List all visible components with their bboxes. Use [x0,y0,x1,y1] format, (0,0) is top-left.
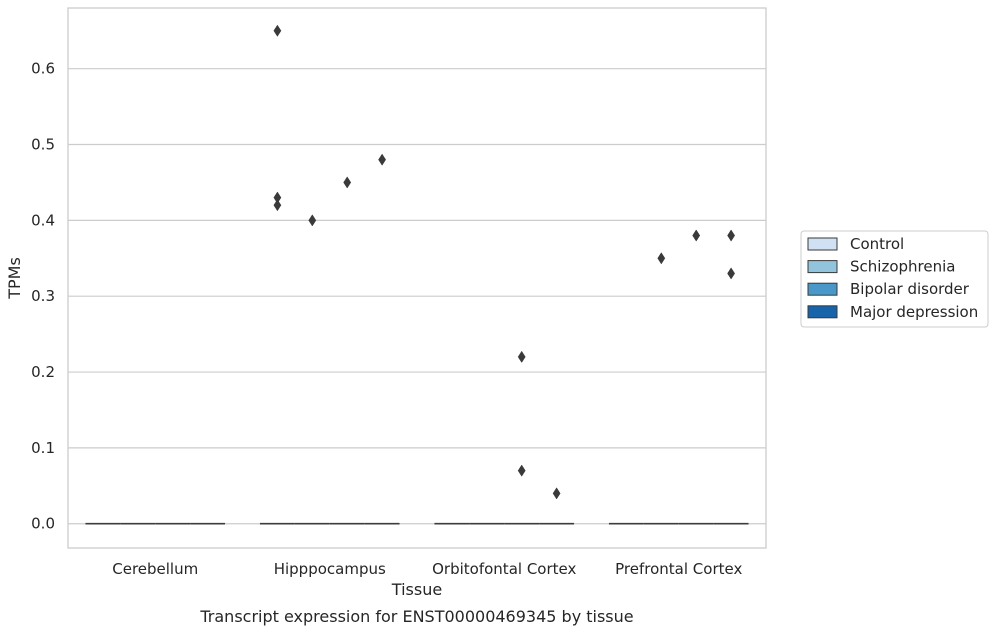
outlier-point [378,153,386,166]
x-axis-label: Tissue [391,580,442,599]
outlier-point [692,229,701,242]
outlier-point [727,267,735,280]
y-tick-label: 0.6 [31,60,55,78]
plot-frame [67,7,767,549]
legend-label: Control [850,235,904,253]
legend-swatch [807,237,838,251]
x-tick-labels: Cerebellum Hipppocampus Orbitofontal Corte… [112,560,742,578]
outlier-point [517,464,526,477]
outlier-points [273,24,735,500]
legend: Control Schizophrenia Bipolar disorder Majo… [800,230,989,328]
legend-label: Schizophrenia [850,258,955,276]
y-tick-label: 0.2 [31,363,55,381]
y-tick-label: 0.1 [31,439,55,457]
gridlines [68,68,766,525]
y-tick-labels: 0.0 0.1 0.2 0.3 0.4 0.5 0.6 [31,60,55,533]
x-tick-label: Hipppocampus [274,560,386,578]
outlier-point [657,252,666,265]
outlier-point [727,229,735,242]
y-tick-label: 0.4 [31,211,55,229]
x-tick-label: Cerebellum [112,560,198,578]
chart-caption: Transcript expression for ENST0000046934… [199,607,633,626]
legend-label: Bipolar disorder [850,280,970,298]
plot-background [68,8,766,548]
x-tick-label: Prefrontal Cortex [615,560,742,578]
legend-swatch [807,305,838,319]
x-tick-label: Orbitofontal Cortex [432,560,576,578]
legend-swatch [807,282,838,296]
y-tick-label: 0.0 [31,515,55,533]
outlier-point [517,350,526,363]
y-tick-label: 0.5 [31,136,55,154]
legend-frame [800,230,989,328]
outlier-point [273,24,282,37]
y-tick-label: 0.3 [31,287,55,305]
legend-swatch [807,260,838,274]
outlier-point [308,214,317,227]
y-axis-label: TPMs [5,257,24,300]
outlier-point [273,199,282,212]
outlier-point [552,487,561,500]
legend-label: Major depression [850,303,978,321]
outlier-point [343,176,352,189]
